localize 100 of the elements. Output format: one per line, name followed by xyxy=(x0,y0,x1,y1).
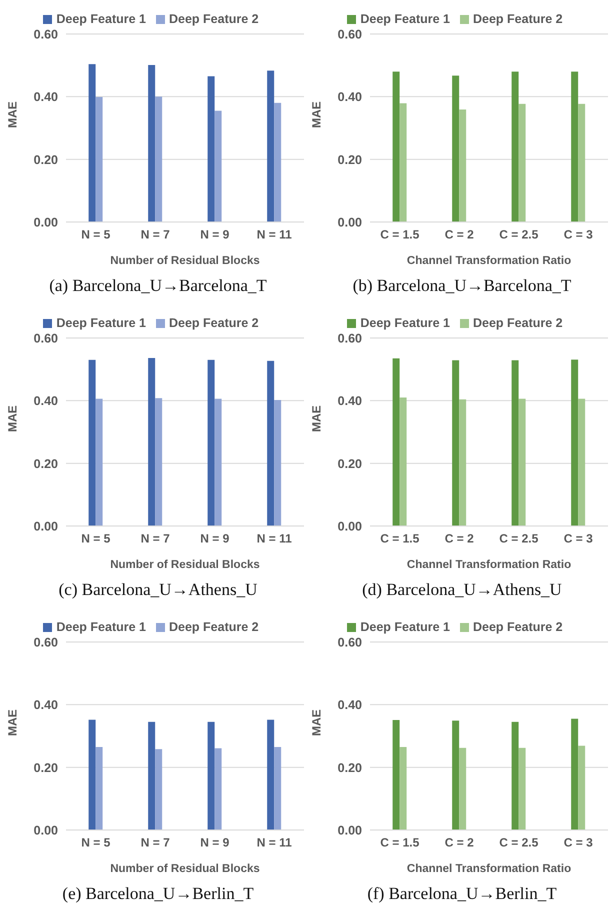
bar xyxy=(518,104,526,222)
bar xyxy=(88,360,96,526)
bar xyxy=(518,398,526,526)
bar xyxy=(88,64,96,222)
y-tick-label: 0.60 xyxy=(34,635,58,650)
y-tick-label: 0.20 xyxy=(34,760,58,775)
y-axis-title: MAE xyxy=(309,405,324,432)
bar xyxy=(459,110,466,222)
x-tick-label: N = 9 xyxy=(200,228,230,242)
legend-label: Deep Feature 2 xyxy=(169,620,259,634)
bar xyxy=(571,360,578,526)
y-tick-label: 0.20 xyxy=(338,152,362,167)
y-tick-label: 0.40 xyxy=(338,698,362,712)
bar xyxy=(392,720,400,830)
y-tick-label: 0.00 xyxy=(338,823,362,838)
legend-label: Deep Feature 1 xyxy=(360,620,450,634)
y-tick-label: 0.00 xyxy=(34,215,58,230)
bar xyxy=(96,398,103,526)
y-tick-label: 0.60 xyxy=(338,635,362,650)
legend-label: Deep Feature 1 xyxy=(360,316,450,330)
x-tick-label: N = 11 xyxy=(256,228,292,242)
x-tick-label: N = 7 xyxy=(140,532,170,546)
bar xyxy=(208,76,215,222)
x-axis-title: Channel Transformation Ratio xyxy=(406,559,572,571)
x-tick-label: N = 7 xyxy=(140,836,170,850)
x-tick-label: N = 5 xyxy=(81,532,111,546)
bar xyxy=(267,70,274,222)
y-tick-label: 0.60 xyxy=(34,27,58,42)
bar xyxy=(96,746,103,830)
legend-label: Deep Feature 1 xyxy=(360,12,450,26)
legend-label: Deep Feature 1 xyxy=(56,316,146,330)
bar xyxy=(274,102,282,222)
legend-label: Deep Feature 2 xyxy=(169,316,259,330)
legend-label: Deep Feature 1 xyxy=(56,12,146,26)
bar xyxy=(512,722,519,830)
bar xyxy=(214,398,222,526)
bar xyxy=(512,360,519,526)
bar xyxy=(155,398,162,526)
y-tick-label: 0.20 xyxy=(338,760,362,775)
x-tick-label: C = 2.5 xyxy=(499,228,539,242)
x-axis-title: Channel Transformation Ratio xyxy=(406,255,572,267)
text: (b) Barcelona_U→Barcelona_T xyxy=(352,276,572,296)
bar xyxy=(274,400,282,526)
bar xyxy=(459,748,466,830)
y-tick-label: 0.40 xyxy=(34,394,58,408)
bar xyxy=(578,104,586,222)
x-tick-label: C = 1.5 xyxy=(380,228,420,242)
x-tick-label: N = 11 xyxy=(256,532,292,546)
x-tick-label: C = 3 xyxy=(564,228,594,242)
legend-label: Deep Feature 2 xyxy=(473,12,563,26)
bar xyxy=(518,748,526,830)
text: (e) Barcelona_U→Berlin_T xyxy=(62,884,254,904)
y-tick-label: 0.20 xyxy=(34,456,58,471)
y-tick-label: 0.40 xyxy=(34,90,58,104)
y-tick-label: 0.00 xyxy=(34,519,58,534)
y-axis-title: MAE xyxy=(5,709,20,736)
bar xyxy=(400,398,407,526)
bar xyxy=(512,72,519,222)
x-tick-label: C = 3 xyxy=(564,532,594,546)
y-tick-label: 0.40 xyxy=(338,394,362,408)
bar xyxy=(400,746,407,830)
y-axis-title: MAE xyxy=(5,101,20,128)
bar xyxy=(267,360,274,526)
x-axis-title: Number of Residual Blocks xyxy=(110,863,260,875)
y-tick-label: 0.60 xyxy=(34,331,58,346)
y-tick-label: 0.20 xyxy=(338,456,362,471)
bar xyxy=(392,358,400,526)
bar xyxy=(452,720,460,830)
y-axis-title: MAE xyxy=(309,101,324,128)
x-tick-label: C = 2.5 xyxy=(499,532,539,546)
x-tick-label: N = 11 xyxy=(256,836,292,850)
legend-label: Deep Feature 2 xyxy=(473,316,563,330)
x-axis-title: Channel Transformation Ratio xyxy=(406,863,572,875)
bar xyxy=(214,748,222,830)
bar xyxy=(459,399,466,526)
bar xyxy=(88,720,96,830)
y-tick-label: 0.00 xyxy=(34,823,58,838)
y-axis-title: MAE xyxy=(309,709,324,736)
x-tick-label: C = 3 xyxy=(564,836,594,850)
x-tick-label: C = 2 xyxy=(444,532,474,546)
x-tick-label: N = 5 xyxy=(81,836,111,850)
bar xyxy=(208,360,215,526)
x-axis-title: Number of Residual Blocks xyxy=(110,559,260,571)
bar xyxy=(400,103,407,222)
x-axis-title: Number of Residual Blocks xyxy=(110,255,260,267)
x-tick-label: N = 5 xyxy=(81,228,111,242)
x-tick-label: N = 9 xyxy=(200,532,230,546)
y-tick-label: 0.60 xyxy=(338,331,362,346)
x-tick-label: C = 1.5 xyxy=(380,836,420,850)
bar xyxy=(148,722,156,830)
text: (f) Barcelona_U→Berlin_T xyxy=(367,884,557,904)
bar xyxy=(452,76,460,222)
bar xyxy=(267,720,274,830)
x-tick-label: N = 7 xyxy=(140,228,170,242)
x-tick-label: N = 9 xyxy=(200,836,230,850)
bar xyxy=(452,360,460,526)
text: (d) Barcelona_U→Athens_U xyxy=(362,580,562,600)
legend-label: Deep Feature 1 xyxy=(56,620,146,634)
y-axis-title: MAE xyxy=(5,405,20,432)
bar xyxy=(578,746,586,830)
